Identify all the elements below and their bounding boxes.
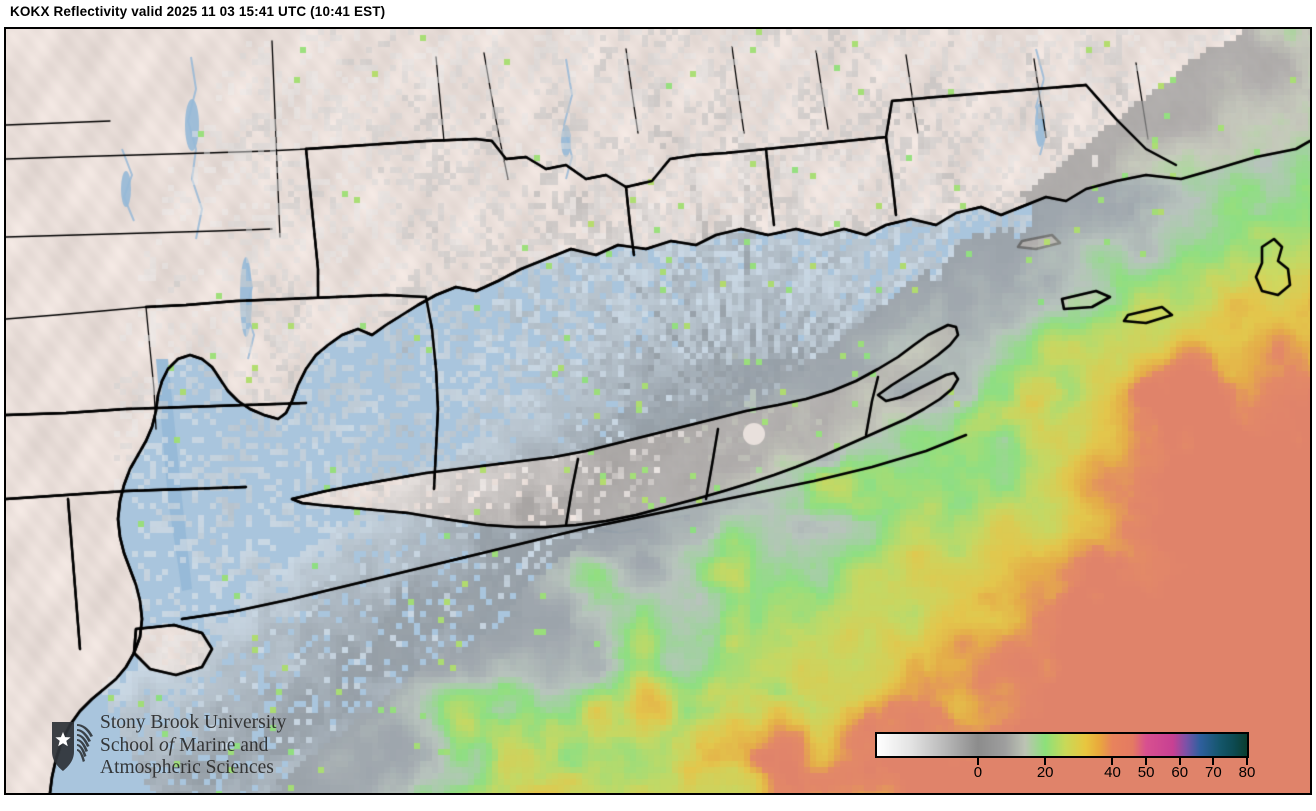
colorbar-tick-label: 0 — [973, 764, 983, 781]
colorbar-tick-label: 40 — [1104, 764, 1121, 781]
colorbar-tick — [976, 758, 979, 765]
colorbar-tick-label: 80 — [1238, 764, 1256, 781]
colorbar-tick-labels: 0 20 40 50 60 70 80 — [875, 764, 1256, 786]
colorbar-tick — [1111, 758, 1114, 765]
page-title: KOKX Reflectivity valid 2025 11 03 15:41… — [10, 4, 386, 19]
colorbar-tick-label: 50 — [1137, 764, 1155, 781]
colorbar-tick — [1212, 758, 1215, 765]
colorbar-tick-label: 70 — [1205, 764, 1222, 781]
radar-map-frame[interactable]: Stony Brook University School of Marine … — [4, 27, 1312, 795]
reflectivity-colorbar: 0 20 40 50 60 70 80 — [875, 732, 1257, 793]
title-bar: KOKX Reflectivity valid 2025 11 03 15:41… — [0, 0, 1316, 26]
colorbar-tick-label: 60 — [1171, 764, 1189, 781]
colorbar-tick — [1246, 758, 1248, 765]
colorbar-gradient-frame — [875, 732, 1249, 758]
colorbar-tick — [1145, 758, 1148, 765]
colorbar-gradient — [877, 734, 1247, 756]
colorbar-ticks — [875, 758, 1249, 766]
colorbar-tick — [1178, 758, 1181, 765]
radar-reflectivity-canvas[interactable] — [6, 29, 1310, 793]
colorbar-tick — [1044, 758, 1047, 765]
colorbar-tick-label: 20 — [1036, 764, 1054, 781]
